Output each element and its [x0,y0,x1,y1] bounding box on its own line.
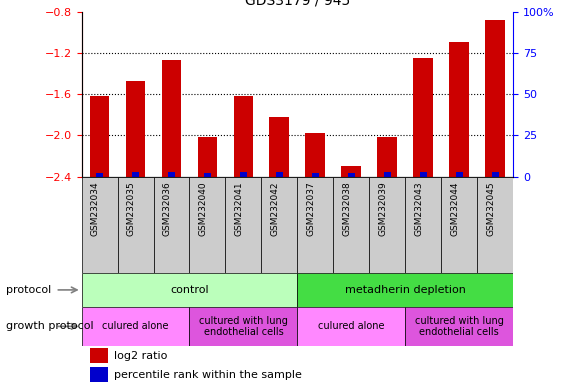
Text: protocol: protocol [6,285,51,295]
Bar [261,177,297,273]
Bar [405,307,513,346]
Text: GSM232045: GSM232045 [486,182,495,236]
Text: GSM232036: GSM232036 [163,182,171,236]
Bar [485,20,505,177]
Bar [226,177,261,273]
Text: percentile rank within the sample: percentile rank within the sample [114,370,302,380]
Bar [377,137,397,177]
Text: GSM232044: GSM232044 [450,182,459,236]
Bar [118,177,153,273]
Bar [126,81,145,177]
Bar [189,307,297,346]
Bar [405,177,441,273]
Bar [456,172,462,177]
Bar [168,172,175,177]
Bar [384,172,391,177]
Bar [90,367,107,382]
Text: GSM232041: GSM232041 [234,182,243,236]
Bar [276,172,283,177]
Text: GSM232042: GSM232042 [271,182,279,236]
Text: GSM232039: GSM232039 [378,182,387,236]
Bar [269,117,289,177]
Bar [342,166,361,177]
Text: GSM232035: GSM232035 [127,182,135,236]
Bar [204,173,211,177]
Title: GDS3179 / 945: GDS3179 / 945 [245,0,350,8]
Bar [297,307,405,346]
Bar [82,307,189,346]
Text: metadherin depletion: metadherin depletion [345,285,466,295]
Bar [449,43,469,177]
Text: GSM232034: GSM232034 [90,182,100,236]
Text: culured alone: culured alone [318,321,385,331]
Bar [348,173,354,177]
Bar [82,177,118,273]
Bar [198,137,217,177]
Bar [441,177,477,273]
Text: culured alone: culured alone [102,321,169,331]
Text: GSM232043: GSM232043 [414,182,423,236]
Bar [312,173,319,177]
Bar [420,172,427,177]
Bar [132,172,139,177]
Text: GSM232040: GSM232040 [198,182,208,236]
Text: control: control [170,285,209,295]
Bar [82,273,297,307]
Bar [161,60,181,177]
Bar [333,177,369,273]
Bar [90,348,107,363]
Text: GSM232037: GSM232037 [306,182,315,236]
Text: log2 ratio: log2 ratio [114,351,167,361]
Bar [477,177,513,273]
Bar [96,173,103,177]
Bar [240,172,247,177]
Bar [189,177,226,273]
Bar [297,177,333,273]
Text: growth protocol: growth protocol [6,321,93,331]
Bar [297,273,513,307]
Bar [369,177,405,273]
Text: cultured with lung
endothelial cells: cultured with lung endothelial cells [415,316,504,337]
Bar [90,96,110,177]
Bar [305,133,325,177]
Bar [491,172,498,177]
Text: GSM232038: GSM232038 [342,182,351,236]
Bar [153,177,189,273]
Text: cultured with lung
endothelial cells: cultured with lung endothelial cells [199,316,288,337]
Bar [234,96,253,177]
Bar [413,58,433,177]
